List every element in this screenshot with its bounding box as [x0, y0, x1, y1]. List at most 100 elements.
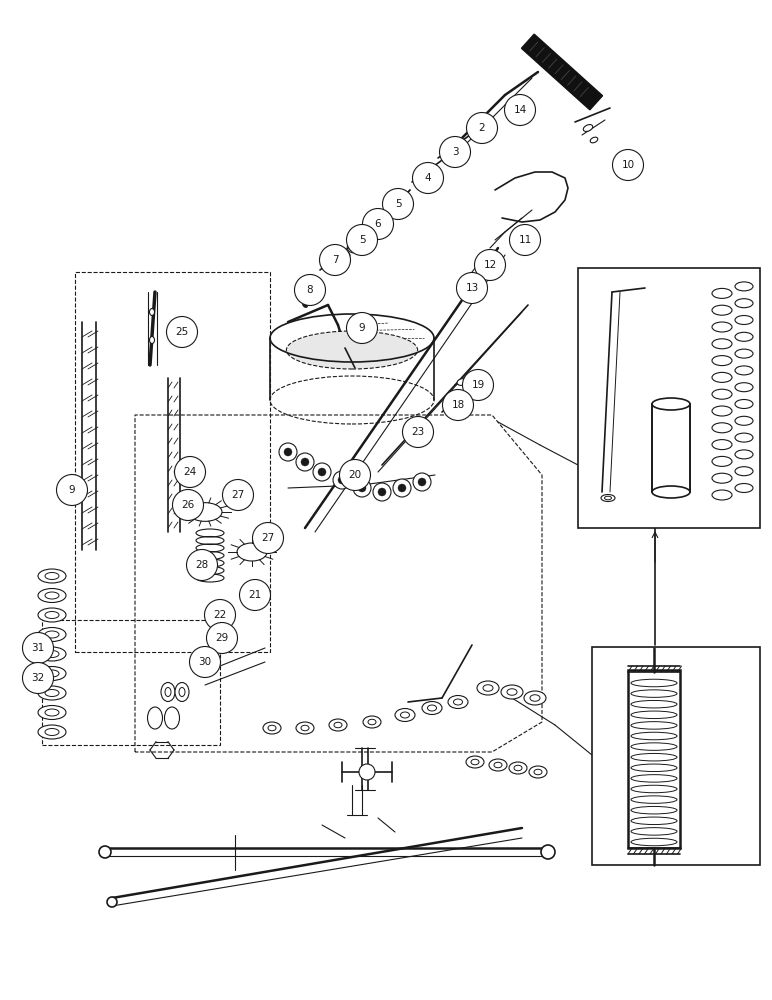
Ellipse shape	[334, 722, 342, 728]
Circle shape	[167, 316, 198, 348]
Circle shape	[413, 473, 431, 491]
Ellipse shape	[45, 650, 59, 658]
Text: 21: 21	[249, 590, 262, 600]
Circle shape	[174, 456, 205, 488]
Circle shape	[239, 580, 270, 610]
Polygon shape	[521, 34, 602, 110]
Circle shape	[347, 312, 378, 344]
Ellipse shape	[489, 759, 507, 771]
Circle shape	[363, 209, 394, 239]
Ellipse shape	[150, 308, 154, 316]
Ellipse shape	[107, 897, 117, 907]
Text: 12: 12	[483, 260, 496, 270]
Circle shape	[504, 95, 536, 125]
Circle shape	[294, 274, 326, 306]
Ellipse shape	[45, 611, 59, 618]
Ellipse shape	[45, 728, 59, 736]
Ellipse shape	[296, 722, 314, 734]
Ellipse shape	[165, 688, 171, 696]
Ellipse shape	[38, 647, 66, 661]
Ellipse shape	[477, 681, 499, 695]
Circle shape	[475, 249, 506, 280]
Text: 19: 19	[472, 380, 485, 390]
Ellipse shape	[509, 762, 527, 774]
Circle shape	[418, 478, 426, 486]
Ellipse shape	[147, 707, 162, 729]
Ellipse shape	[45, 670, 59, 677]
Ellipse shape	[45, 709, 59, 716]
Ellipse shape	[45, 690, 59, 696]
Ellipse shape	[584, 125, 593, 131]
Bar	[578, 268, 760, 528]
Circle shape	[378, 488, 386, 496]
Ellipse shape	[428, 705, 436, 711]
Ellipse shape	[45, 631, 59, 638]
Ellipse shape	[38, 569, 66, 583]
Circle shape	[373, 483, 391, 501]
Circle shape	[358, 484, 366, 492]
Text: 9: 9	[359, 323, 365, 333]
Ellipse shape	[263, 722, 281, 734]
Text: 31: 31	[32, 643, 45, 653]
Ellipse shape	[453, 699, 462, 705]
Ellipse shape	[652, 486, 690, 498]
Text: 9: 9	[69, 485, 76, 495]
Text: 25: 25	[175, 327, 188, 337]
Circle shape	[612, 149, 644, 180]
Text: 4: 4	[425, 173, 432, 183]
Circle shape	[393, 479, 411, 497]
Bar	[628, 670, 680, 848]
Ellipse shape	[38, 588, 66, 602]
Ellipse shape	[529, 766, 547, 778]
Text: 5: 5	[359, 235, 365, 245]
Ellipse shape	[38, 686, 66, 700]
Circle shape	[187, 550, 218, 580]
Ellipse shape	[420, 167, 430, 177]
Ellipse shape	[379, 215, 384, 221]
Circle shape	[189, 647, 221, 678]
Circle shape	[252, 522, 283, 554]
Ellipse shape	[448, 696, 468, 708]
Text: 32: 32	[32, 673, 45, 683]
Circle shape	[222, 480, 253, 510]
Circle shape	[284, 448, 292, 456]
Ellipse shape	[466, 756, 484, 768]
Ellipse shape	[363, 716, 381, 728]
Circle shape	[205, 599, 235, 631]
Ellipse shape	[457, 379, 467, 385]
Text: 8: 8	[306, 285, 313, 295]
Text: 29: 29	[215, 633, 229, 643]
Ellipse shape	[447, 143, 457, 153]
Circle shape	[22, 633, 53, 664]
Bar	[42, 620, 220, 745]
Circle shape	[442, 389, 473, 420]
Ellipse shape	[99, 846, 111, 858]
Ellipse shape	[161, 682, 175, 702]
Ellipse shape	[268, 725, 276, 731]
Ellipse shape	[541, 845, 555, 859]
Circle shape	[22, 662, 53, 694]
Circle shape	[382, 188, 414, 220]
Ellipse shape	[534, 769, 542, 775]
Circle shape	[353, 479, 371, 497]
Text: 22: 22	[213, 610, 227, 620]
Circle shape	[456, 272, 487, 304]
Ellipse shape	[175, 682, 189, 702]
Text: 24: 24	[184, 467, 197, 477]
Ellipse shape	[38, 706, 66, 720]
Text: 23: 23	[411, 427, 425, 437]
Text: 7: 7	[332, 255, 338, 265]
Circle shape	[301, 458, 309, 466]
Ellipse shape	[530, 695, 540, 701]
Ellipse shape	[471, 759, 479, 765]
Text: 10: 10	[621, 160, 635, 170]
Circle shape	[333, 471, 351, 489]
Text: 6: 6	[374, 219, 381, 229]
Circle shape	[347, 225, 378, 255]
Ellipse shape	[524, 691, 546, 705]
Ellipse shape	[652, 398, 690, 410]
Ellipse shape	[604, 496, 611, 500]
Text: 11: 11	[518, 235, 532, 245]
Ellipse shape	[444, 405, 452, 411]
Text: 2: 2	[479, 123, 486, 133]
